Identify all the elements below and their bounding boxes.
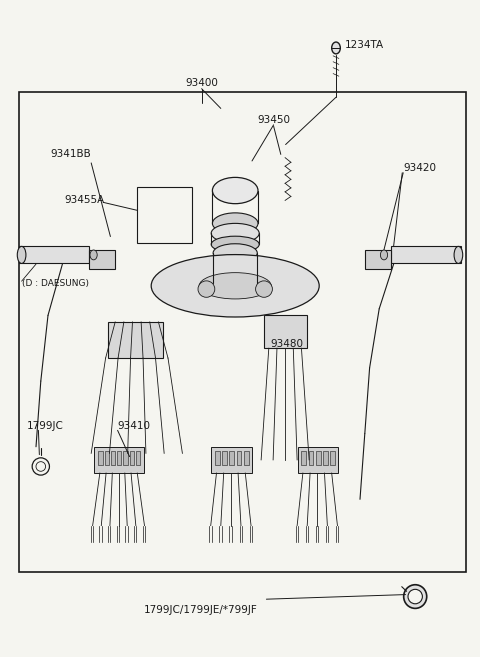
Bar: [215, 451, 220, 465]
Bar: [108, 322, 163, 358]
Ellipse shape: [199, 273, 271, 299]
Bar: [309, 451, 313, 465]
Text: 93455A: 93455A: [65, 195, 105, 206]
Ellipse shape: [211, 223, 259, 243]
Ellipse shape: [404, 585, 427, 608]
Bar: [222, 451, 227, 465]
Ellipse shape: [17, 246, 26, 263]
Text: 93410: 93410: [118, 420, 151, 431]
Text: 93450: 93450: [257, 114, 290, 125]
Ellipse shape: [90, 250, 97, 260]
Text: 93480: 93480: [270, 338, 303, 349]
Bar: [105, 451, 109, 465]
Bar: [19, 246, 89, 263]
Bar: [391, 246, 461, 263]
Bar: [301, 451, 306, 465]
Ellipse shape: [211, 237, 259, 252]
Ellipse shape: [213, 244, 257, 262]
Bar: [19, 92, 466, 572]
Bar: [98, 451, 103, 465]
Ellipse shape: [212, 177, 258, 204]
Text: 93420: 93420: [403, 162, 436, 173]
Ellipse shape: [380, 250, 388, 260]
Text: 1799JC: 1799JC: [26, 420, 63, 431]
Text: 1234TA: 1234TA: [345, 39, 384, 50]
Bar: [94, 447, 144, 473]
Bar: [264, 315, 307, 348]
Bar: [117, 451, 121, 465]
Ellipse shape: [151, 255, 319, 317]
Bar: [123, 451, 128, 465]
Bar: [130, 451, 134, 465]
Bar: [237, 451, 241, 465]
Bar: [244, 451, 249, 465]
Bar: [137, 187, 192, 243]
Ellipse shape: [454, 246, 463, 263]
Bar: [330, 451, 335, 465]
Bar: [211, 447, 252, 473]
Text: 9341BB: 9341BB: [50, 149, 91, 160]
Bar: [136, 451, 140, 465]
Bar: [323, 451, 328, 465]
Ellipse shape: [408, 589, 422, 604]
Ellipse shape: [255, 281, 272, 297]
Bar: [229, 451, 234, 465]
Ellipse shape: [198, 281, 215, 297]
Bar: [365, 250, 391, 269]
Ellipse shape: [332, 42, 340, 54]
Ellipse shape: [213, 275, 257, 290]
Text: 93400: 93400: [185, 78, 218, 89]
Text: 1799JC/1799JE/*799JF: 1799JC/1799JE/*799JF: [144, 604, 258, 615]
Ellipse shape: [212, 213, 258, 234]
Text: (D : DAESUNG): (D : DAESUNG): [22, 279, 89, 288]
Bar: [298, 447, 338, 473]
Bar: [89, 250, 115, 269]
Bar: [111, 451, 115, 465]
Bar: [316, 451, 321, 465]
